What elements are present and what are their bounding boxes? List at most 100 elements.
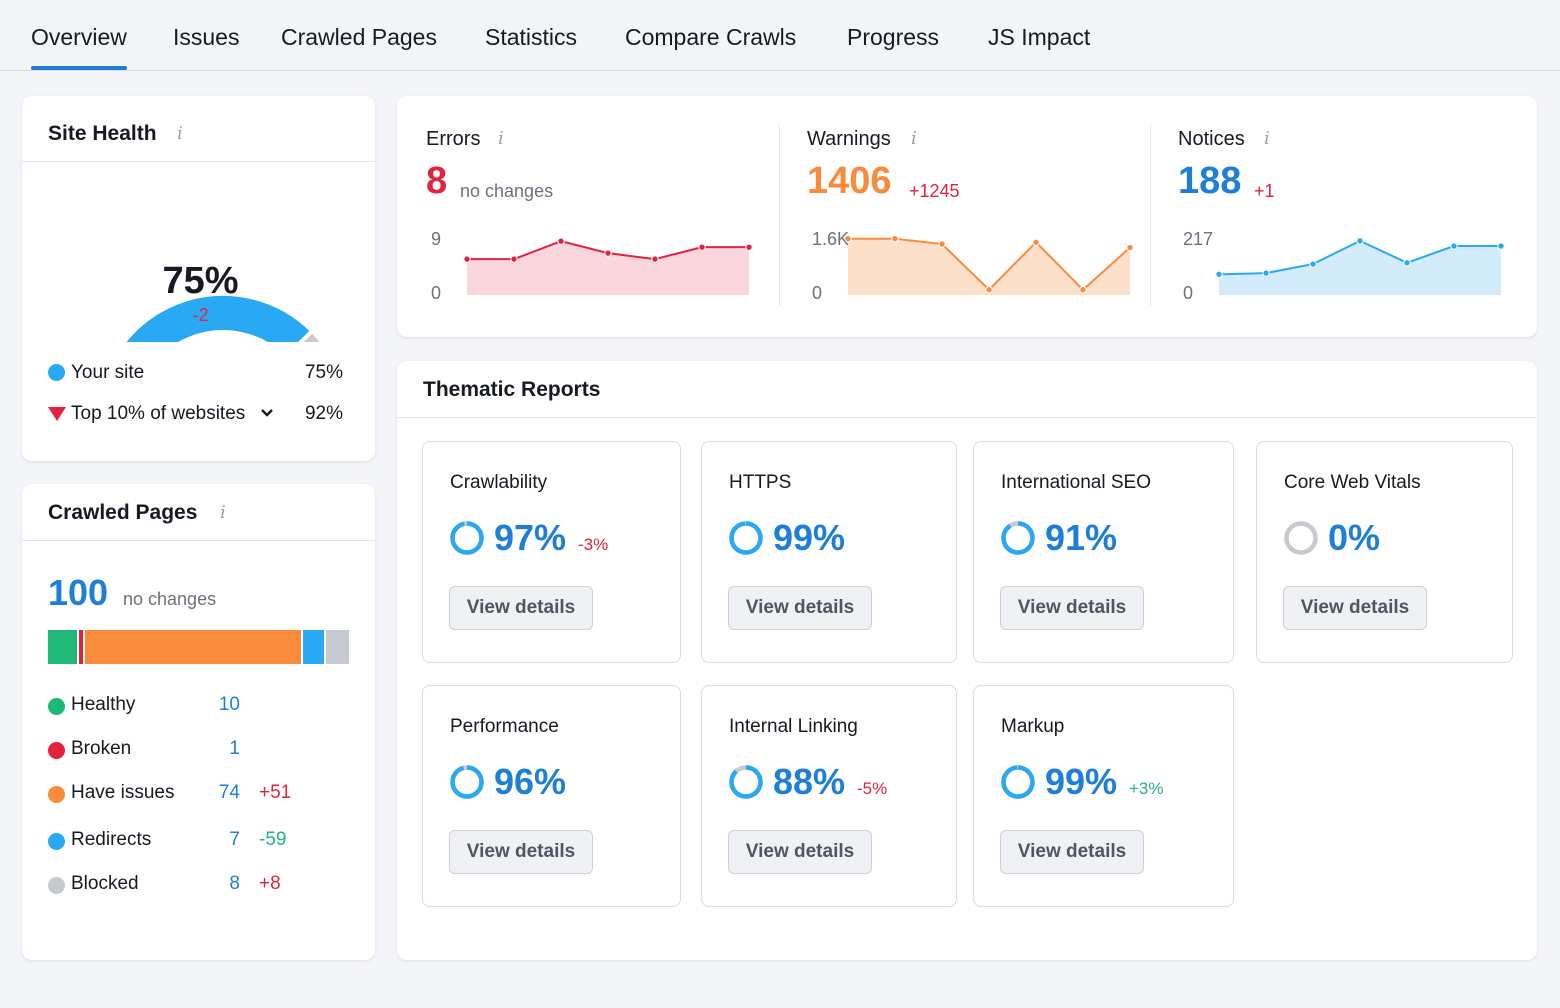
notices-data-point bbox=[1403, 259, 1411, 267]
pages-have-issues-count[interactable]: 74 bbox=[218, 782, 240, 803]
warnings-label: Warnings bbox=[807, 128, 891, 150]
healthy-dot-icon bbox=[48, 698, 65, 715]
gauge-separator bbox=[298, 330, 313, 342]
notices-value[interactable]: 188 bbox=[1178, 160, 1242, 202]
top10-selector[interactable]: Top 10% of websites bbox=[71, 403, 281, 427]
report-delta: +3% bbox=[1129, 779, 1164, 798]
view-details-button[interactable]: View details bbox=[1283, 586, 1427, 630]
notices-data-point bbox=[1497, 242, 1505, 250]
site-health-delta: -2 bbox=[192, 305, 209, 325]
bar-segment-blocked[interactable] bbox=[325, 630, 349, 664]
errors-data-point bbox=[463, 255, 471, 263]
progress-ring-icon bbox=[729, 521, 763, 555]
pages-broken-count[interactable]: 1 bbox=[229, 738, 240, 759]
report-value: 99% bbox=[1045, 761, 1118, 802]
report-card-international-seo[interactable]: International SEO 91% View details bbox=[973, 441, 1234, 663]
crawled-pages-value[interactable]: 100 bbox=[48, 572, 109, 613]
metrics-card: Errors i 8 no changes 9 0 Warnings i 1406 +1245 1.… bbox=[397, 96, 1537, 337]
tab-statistics[interactable]: Statistics bbox=[485, 24, 578, 50]
warnings-sparkline-area bbox=[848, 238, 1130, 295]
divider bbox=[22, 161, 375, 162]
progress-ring-icon bbox=[1001, 521, 1035, 555]
bar-segment-redirects[interactable] bbox=[303, 630, 324, 664]
errors-value[interactable]: 8 bbox=[426, 160, 448, 202]
report-card-internal-linking[interactable]: Internal Linking 88% -5% View details bbox=[701, 685, 957, 907]
tab-crawled-pages[interactable]: Crawled Pages bbox=[281, 24, 437, 50]
tab-js-impact[interactable]: JS Impact bbox=[988, 24, 1091, 50]
progress-ring-icon bbox=[1284, 521, 1318, 555]
info-icon[interactable]: i bbox=[498, 128, 504, 149]
errors-data-point bbox=[557, 237, 565, 245]
report-value: 99% bbox=[773, 517, 846, 558]
blocked-dot-icon bbox=[48, 877, 65, 894]
info-icon[interactable]: i bbox=[1264, 128, 1270, 149]
errors-sparkline bbox=[463, 237, 753, 295]
bar-segment-have-issues[interactable] bbox=[85, 630, 302, 664]
notices-sparkline bbox=[1215, 237, 1505, 295]
warnings-delta: +1245 bbox=[909, 181, 960, 201]
ring-value-arc bbox=[729, 765, 763, 799]
legend-your-site-label: Your site bbox=[71, 362, 145, 383]
warnings-sparkline bbox=[844, 235, 1134, 295]
site-health-value: 75% bbox=[162, 260, 239, 302]
pages-healthy-count[interactable]: 10 bbox=[218, 694, 240, 715]
warnings-data-point bbox=[891, 235, 899, 243]
report-value: 88% bbox=[773, 761, 846, 802]
view-details-button[interactable]: View details bbox=[728, 830, 872, 874]
have-issues-dot-icon bbox=[48, 786, 65, 803]
divider bbox=[1150, 125, 1151, 306]
warnings-data-point bbox=[1079, 286, 1087, 294]
report-value: 91% bbox=[1045, 517, 1118, 558]
errors-data-point bbox=[745, 243, 753, 251]
pages-blocked-label: Blocked bbox=[71, 873, 139, 894]
divider bbox=[22, 540, 375, 541]
info-icon[interactable]: i bbox=[220, 502, 226, 523]
tab-overview[interactable]: Overview bbox=[31, 24, 127, 70]
pages-redirects-delta: -59 bbox=[259, 829, 287, 850]
view-details-button[interactable]: View details bbox=[1000, 830, 1144, 874]
report-name: Internal Linking bbox=[729, 716, 858, 737]
errors-data-point bbox=[698, 243, 706, 251]
view-details-button[interactable]: View details bbox=[449, 830, 593, 874]
thematic-reports-card: Thematic Reports Crawlability 97% -3% View … bbox=[397, 361, 1537, 960]
site-health-card: Site Health i 75% -2 Your site 75% Top 1… bbox=[22, 96, 375, 461]
errors-sparkline-area bbox=[467, 241, 749, 295]
ring-value-arc bbox=[1001, 765, 1035, 799]
notices-data-point bbox=[1262, 269, 1270, 277]
notices-y-max-tick: 217 bbox=[1183, 229, 1214, 249]
report-name: HTTPS bbox=[729, 472, 792, 493]
tab-compare-crawls[interactable]: Compare Crawls bbox=[625, 24, 797, 50]
legend-your-site-value: 75% bbox=[304, 362, 343, 383]
view-details-button[interactable]: View details bbox=[1000, 586, 1144, 630]
bar-segment-healthy[interactable] bbox=[48, 630, 78, 664]
bar-segment-broken[interactable] bbox=[79, 630, 84, 664]
pages-redirects-count[interactable]: 7 bbox=[229, 829, 240, 850]
report-value: 97% bbox=[494, 517, 567, 558]
pages-blocked-count[interactable]: 8 bbox=[229, 873, 240, 894]
view-details-button[interactable]: View details bbox=[449, 586, 593, 630]
warnings-value[interactable]: 1406 bbox=[807, 160, 892, 202]
tab-bar: Overview Issues Crawled Pages Statistics… bbox=[0, 0, 1560, 71]
report-card-performance[interactable]: Performance 96% View details bbox=[422, 685, 681, 907]
report-name: Markup bbox=[1001, 716, 1065, 737]
report-card-https[interactable]: HTTPS 99% View details bbox=[701, 441, 957, 663]
notices-label: Notices bbox=[1178, 128, 1245, 150]
report-card-markup[interactable]: Markup 99% +3% View details bbox=[973, 685, 1234, 907]
errors-data-point bbox=[604, 249, 612, 257]
warnings-y-min-tick: 0 bbox=[812, 283, 823, 303]
tab-progress[interactable]: Progress bbox=[847, 24, 940, 50]
report-name: Performance bbox=[450, 716, 559, 737]
notices-data-point bbox=[1356, 237, 1364, 245]
view-details-button[interactable]: View details bbox=[728, 586, 872, 630]
info-icon[interactable]: i bbox=[911, 128, 917, 149]
ring-track bbox=[1284, 521, 1318, 555]
chevron-down-icon bbox=[261, 409, 273, 417]
report-card-crawlability[interactable]: Crawlability 97% -3% View details bbox=[422, 441, 681, 663]
thematic-reports-title: Thematic Reports bbox=[423, 378, 601, 401]
top10-triangle-icon bbox=[48, 407, 66, 421]
info-icon[interactable]: i bbox=[177, 123, 183, 144]
report-card-core-web-vitals[interactable]: Core Web Vitals 0% View details bbox=[1256, 441, 1513, 663]
legend-top10-label: Top 10% of websites bbox=[71, 403, 246, 424]
crawled-pages-delta: no changes bbox=[123, 589, 217, 609]
tab-issues[interactable]: Issues bbox=[173, 24, 240, 50]
